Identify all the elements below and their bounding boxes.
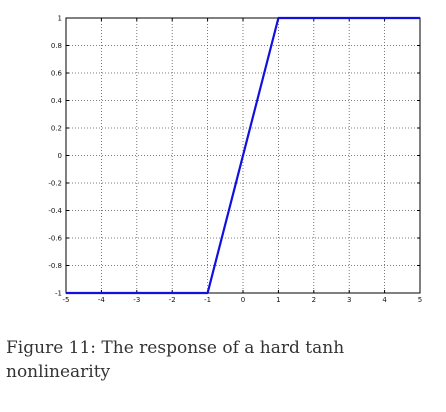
x-tick-label: -3 <box>133 296 140 304</box>
figure-caption-text: The response of a hard tanh nonlinearity <box>6 338 345 382</box>
x-tick-label: 3 <box>347 296 351 304</box>
x-tick-label: 5 <box>418 296 422 304</box>
x-tick-label: -1 <box>204 296 211 304</box>
grid <box>66 18 420 293</box>
x-tick-label: 2 <box>312 296 316 304</box>
y-tick-label: -1 <box>55 290 62 298</box>
hard-tanh-chart: -5 -4 -3 -2 -1 0 1 2 3 4 5 -1 -0.8 -0.6 -0.4 -0.2 0 0.2 0… <box>48 15 422 305</box>
series-layer <box>66 16 420 295</box>
y-tick-label: -0.8 <box>48 262 62 270</box>
x-tick-label: 1 <box>276 296 280 304</box>
figure-caption-label: Figure 11: <box>6 338 97 358</box>
y-tick-label: -0.6 <box>48 235 62 243</box>
x-tick-label: 0 <box>241 296 245 304</box>
y-tick-label: 0.8 <box>51 42 62 50</box>
y-tick-label: 0.4 <box>51 97 63 105</box>
y-axis-ticks: -1 -0.8 -0.6 -0.4 -0.2 0 0.2 0.4 0.6 0.8 1 <box>48 15 420 298</box>
y-tick-label: 0.6 <box>51 70 63 78</box>
y-tick-label: 1 <box>58 15 62 23</box>
x-tick-label: -5 <box>63 296 70 304</box>
y-tick-label: -0.2 <box>48 180 62 188</box>
x-tick-label: 4 <box>382 296 387 304</box>
y-tick-label: 0.2 <box>51 125 62 133</box>
x-tick-label: -4 <box>98 296 106 304</box>
x-tick-label: -2 <box>169 296 176 304</box>
x-axis-ticks: -5 -4 -3 -2 -1 0 1 2 3 4 5 <box>63 18 422 304</box>
series-line <box>66 16 420 295</box>
y-tick-label: 0 <box>58 152 62 160</box>
figure-caption: Figure 11: The response of a hard tanh n… <box>6 336 442 384</box>
y-tick-label: -0.4 <box>48 207 62 215</box>
